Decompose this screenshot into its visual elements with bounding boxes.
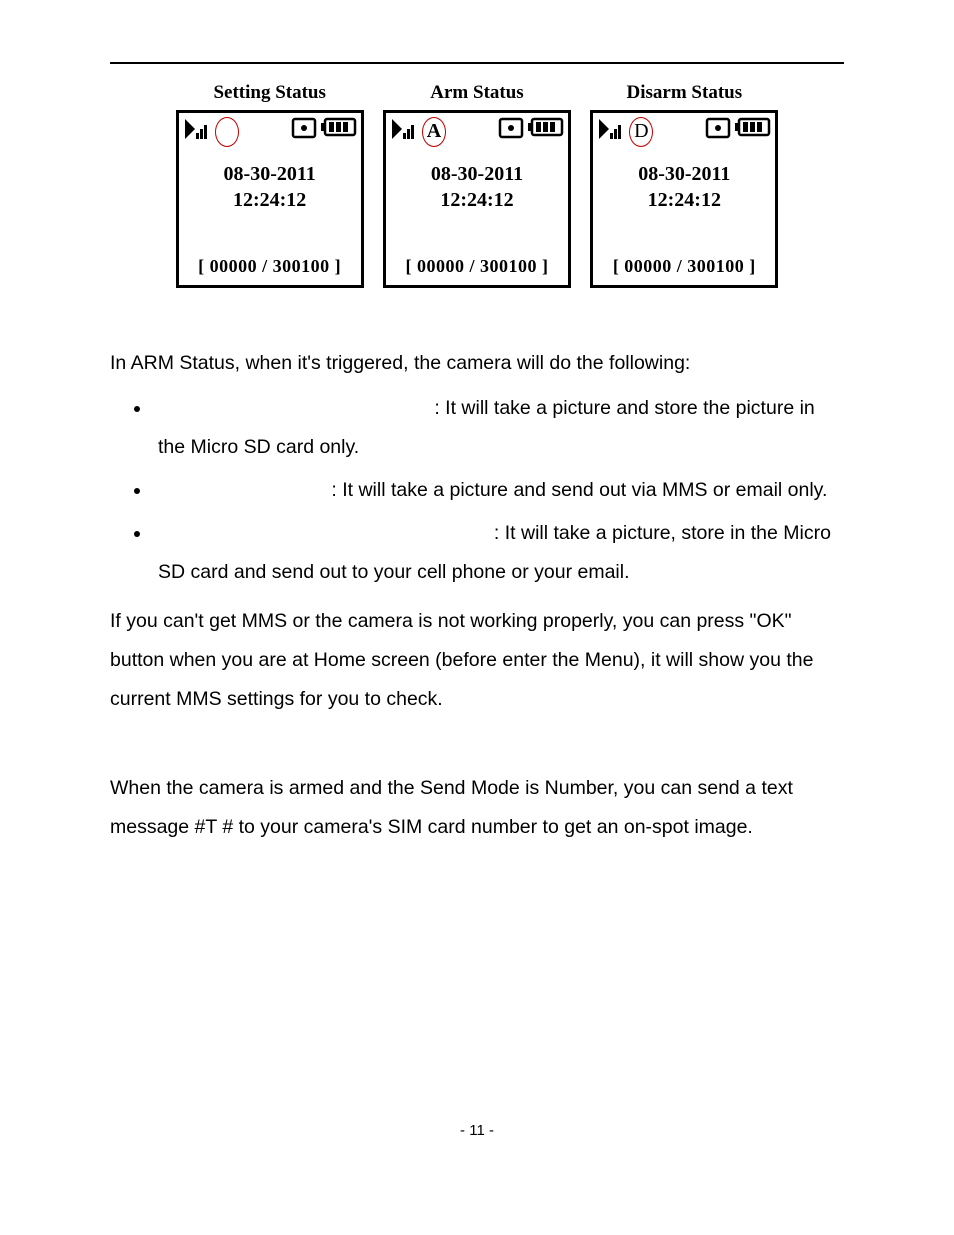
signal-icon (597, 117, 623, 141)
intro-line: In ARM Status, when it's triggered, the … (110, 344, 844, 383)
bullet-gap (158, 522, 494, 544)
status-bar: A (390, 117, 564, 147)
top-rule (110, 62, 844, 64)
paragraph: If you can't get MMS or the camera is no… (110, 602, 844, 719)
status-bar (183, 117, 357, 147)
panel-title: Disarm Status (627, 82, 743, 104)
battery-icon (528, 117, 564, 137)
panel-col-arm: Arm Status A 08-30-2011 12:24:12 [ 00000… (379, 82, 574, 288)
bullet-gap (158, 397, 434, 419)
body-text: In ARM Status, when it's triggered, the … (110, 344, 844, 847)
panel-counter: [ 00000 / 300100 ] (386, 256, 568, 277)
panel-date: 08-30-2011 (593, 163, 775, 186)
bullet-gap (158, 479, 331, 501)
list-item: : It will take a picture and store the p… (152, 389, 844, 467)
lcd-panel-arm: A 08-30-2011 12:24:12 [ 00000 / 300100 ] (383, 110, 571, 288)
battery-icon (321, 117, 357, 137)
status-bar: D (597, 117, 771, 147)
panel-date: 08-30-2011 (179, 163, 361, 186)
mode-indicator (215, 117, 239, 147)
camera-icon (291, 117, 317, 139)
document-page: Setting Status 08-30-2011 12:24:12 [ 000… (0, 0, 954, 1235)
list-item: : It will take a picture, store in the M… (152, 514, 844, 592)
panel-title: Setting Status (213, 82, 325, 104)
panel-time: 12:24:12 (593, 189, 775, 212)
list-item: : It will take a picture and send out vi… (152, 471, 844, 510)
battery-icon (735, 117, 771, 137)
camera-icon (705, 117, 731, 139)
page-number: - 11 - (0, 1122, 954, 1139)
panel-counter: [ 00000 / 300100 ] (593, 256, 775, 277)
lcd-panel-disarm: D 08-30-2011 12:24:12 [ 00000 / 300100 ] (590, 110, 778, 288)
signal-icon (390, 117, 416, 141)
panel-col-setting: Setting Status 08-30-2011 12:24:12 [ 000… (172, 82, 367, 288)
panel-counter: [ 00000 / 300100 ] (179, 256, 361, 277)
bullet-text: : It will take a picture and send out vi… (331, 479, 827, 501)
panel-title: Arm Status (430, 82, 523, 104)
mode-indicator: D (629, 117, 653, 147)
bullet-list: : It will take a picture and store the p… (110, 389, 844, 592)
mode-indicator: A (422, 117, 446, 147)
lcd-panel-setting: 08-30-2011 12:24:12 [ 00000 / 300100 ] (176, 110, 364, 288)
panel-time: 12:24:12 (386, 189, 568, 212)
paragraph: When the camera is armed and the Send Mo… (110, 769, 844, 847)
signal-icon (183, 117, 209, 141)
camera-icon (498, 117, 524, 139)
panel-col-disarm: Disarm Status D 08-30-2011 12:24:12 [ 00… (587, 82, 782, 288)
panel-time: 12:24:12 (179, 189, 361, 212)
panel-date: 08-30-2011 (386, 163, 568, 186)
status-panels-row: Setting Status 08-30-2011 12:24:12 [ 000… (172, 82, 782, 288)
